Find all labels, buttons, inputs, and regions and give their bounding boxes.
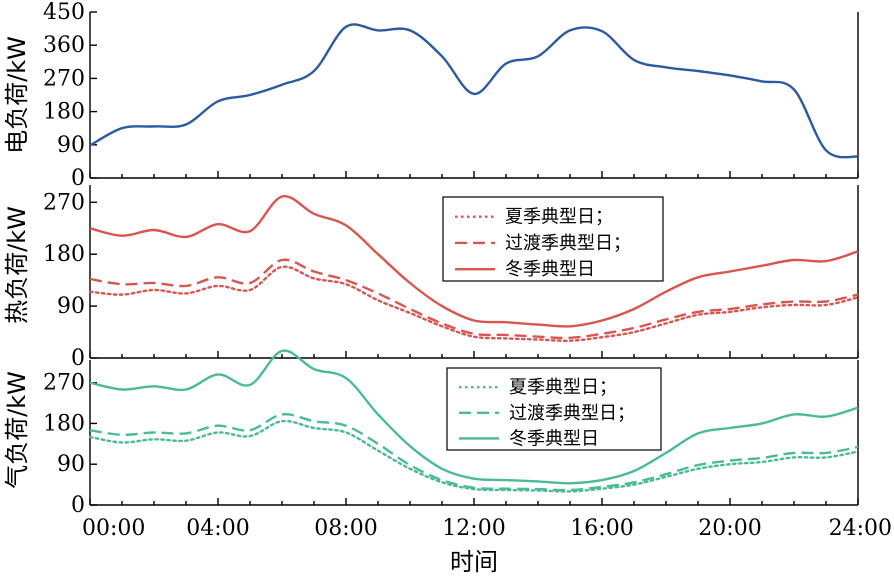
- electric-ytick-label: 360: [43, 33, 85, 58]
- gas-series-dashed-line: [89, 412, 859, 492]
- gas-series-solid-line: [89, 349, 859, 485]
- gas-ytick-label: 270: [43, 371, 85, 396]
- heat-series-dashed-line: [89, 258, 859, 340]
- gas-ytick-label: 90: [57, 452, 85, 477]
- panel-gas: 气负荷/kW 0 90 180 270 夏季典型日； 过渡季典型日； 冬季典型日: [3, 349, 860, 518]
- heat-legend-label: 夏季典型日；: [505, 207, 613, 228]
- heat-legend: 夏季典型日； 过渡季典型日； 冬季典型日: [442, 196, 664, 282]
- electric-ylabel: 电负荷/kW: [3, 36, 31, 154]
- electric-ytick-label: 0: [71, 166, 85, 191]
- x-tick-label: 04:00: [186, 516, 249, 541]
- x-tick-label: 00:00: [82, 516, 145, 541]
- panel-electric: 电负荷/kW 0 90 180 270 360 450: [3, 0, 859, 191]
- x-axis-label: 时间: [450, 548, 498, 576]
- heat-ytick-label: 0: [71, 346, 85, 371]
- heat-legend-label: 冬季典型日: [505, 259, 595, 280]
- heat-ytick-label: 270: [43, 190, 85, 215]
- gas-ylabel: 气负荷/kW: [3, 371, 31, 489]
- x-tick-label: 12:00: [442, 516, 505, 541]
- electric-series-solid-line: [89, 23, 859, 159]
- heat-legend-box: [442, 196, 664, 282]
- electric-ytick-label: 270: [43, 66, 85, 91]
- gas-legend-label: 夏季典型日；: [509, 377, 617, 398]
- heat-series-dotted-line: [88, 265, 860, 342]
- gas-legend-label: 过渡季典型日；: [509, 403, 635, 424]
- x-axis-tick-labels: 00:00 04:00 08:00 12:00 16:00 20:00 24:00: [82, 516, 892, 541]
- electric-ytick-label: 450: [43, 0, 85, 25]
- panel-heat: 热负荷/kW 0 90 180 270 夏季典型日； 过渡季典型日； 冬季典型日: [3, 185, 860, 371]
- heat-legend-label: 过渡季典型日；: [505, 233, 631, 254]
- gas-legend-box: [446, 367, 662, 451]
- heat-series-solid-line: [89, 195, 859, 328]
- x-tick-label: 20:00: [698, 516, 761, 541]
- gas-legend: 夏季典型日； 过渡季典型日； 冬季典型日: [446, 367, 662, 451]
- electric-ytick-label: 90: [57, 133, 85, 158]
- x-tick-label: 24:00: [829, 516, 892, 541]
- heat-ytick-label: 180: [43, 242, 85, 267]
- heat-ytick-label: 90: [57, 294, 85, 319]
- gas-series-dotted-line: [88, 419, 860, 493]
- x-tick-label: 08:00: [314, 516, 377, 541]
- gas-ytick-label: 0: [71, 493, 85, 518]
- heat-ylabel: 热负荷/kW: [3, 206, 31, 324]
- electric-ytick-label: 180: [43, 100, 85, 125]
- gas-ytick-label: 180: [43, 411, 85, 436]
- gas-legend-label: 冬季典型日: [509, 428, 599, 449]
- x-tick-label: 16:00: [570, 516, 633, 541]
